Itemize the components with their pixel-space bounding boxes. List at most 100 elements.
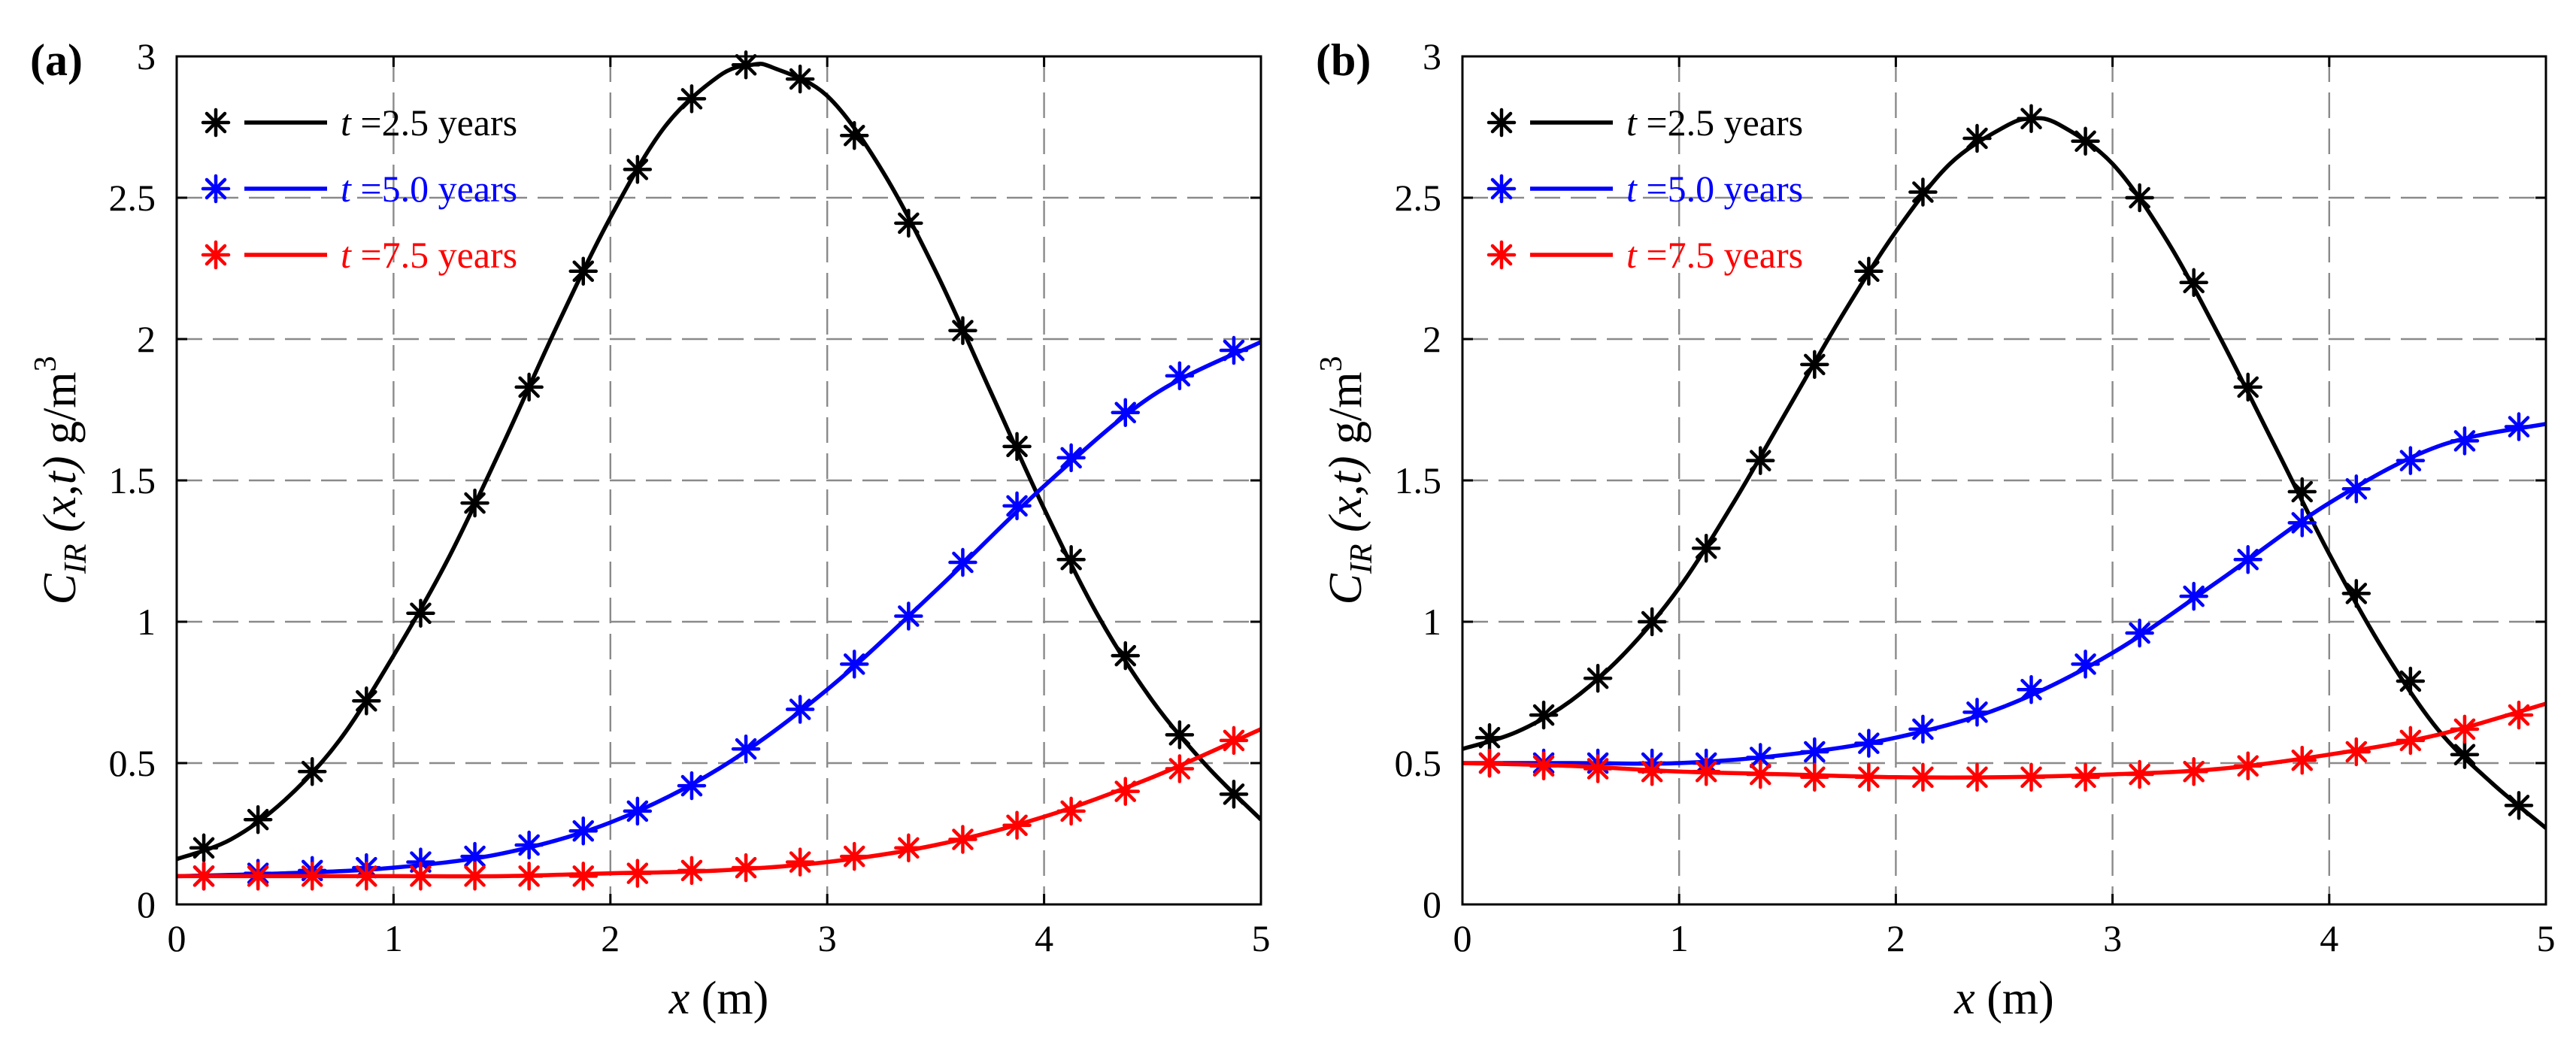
legend-marker bbox=[1487, 108, 1517, 138]
x-axis-title: x (m) bbox=[668, 973, 769, 1024]
data-point bbox=[1529, 700, 1559, 730]
data-point bbox=[460, 488, 489, 518]
data-point bbox=[1219, 780, 1249, 809]
data-point bbox=[1474, 748, 1505, 778]
x-tick-label: 3 bbox=[2103, 917, 2122, 959]
y-axis-title: CIR (x,t) g/m3 bbox=[1314, 356, 1379, 604]
data-point bbox=[2179, 757, 2208, 786]
data-point bbox=[2504, 412, 2534, 441]
data-point bbox=[2287, 745, 2317, 775]
data-point bbox=[243, 862, 273, 891]
data-point bbox=[2179, 268, 2208, 298]
data-point bbox=[1746, 743, 1775, 772]
chart-panel-b: 0 1 2 3 4 5 0 0.5 1 1.5 2 2.5 3 t =2.5 years t =5.0 ye… bbox=[1314, 35, 2556, 1024]
legend-item-1: t =2.5 years bbox=[201, 101, 517, 144]
data-point bbox=[894, 601, 923, 631]
data-point bbox=[2071, 126, 2100, 156]
data-point bbox=[568, 256, 598, 286]
data-point bbox=[1637, 607, 1667, 637]
data-point bbox=[623, 859, 653, 888]
legend-item-3: t =7.5 years bbox=[201, 234, 517, 276]
data-point bbox=[1962, 698, 1992, 727]
series-markers-3 bbox=[189, 725, 1249, 891]
data-point bbox=[2287, 477, 2317, 507]
data-point bbox=[1746, 446, 1775, 475]
y-tick-label: 1.5 bbox=[109, 459, 156, 501]
data-point bbox=[2450, 426, 2480, 456]
y-tick-label: 0.5 bbox=[1395, 742, 1442, 784]
series-markers-1 bbox=[189, 50, 1249, 863]
x-tick-label: 2 bbox=[1887, 917, 1905, 959]
data-point bbox=[1800, 737, 1829, 767]
data-point bbox=[189, 862, 219, 891]
legend-item-1: t =2.5 years bbox=[1487, 101, 1803, 144]
panel-label: (b) bbox=[1316, 35, 1371, 85]
data-point bbox=[352, 686, 381, 716]
data-point bbox=[1800, 762, 1829, 792]
panel-label: (a) bbox=[30, 35, 83, 85]
data-point bbox=[2125, 183, 2154, 213]
data-point bbox=[948, 316, 977, 345]
chart-panel-a: 0 1 2 3 4 5 0 0.5 1 1.5 2 2.5 3 t =2.5 years t =5.0 ye… bbox=[29, 35, 1271, 1024]
x-tick-label: 0 bbox=[1453, 917, 1472, 959]
data-point bbox=[731, 853, 761, 883]
y-tick-label: 1 bbox=[137, 601, 156, 643]
data-point bbox=[2504, 791, 2534, 820]
data-point bbox=[1002, 491, 1032, 521]
legend-item-3: t =7.5 years bbox=[1487, 234, 1803, 276]
data-point bbox=[1854, 256, 1884, 286]
data-point bbox=[514, 830, 544, 860]
legend-marker bbox=[1487, 240, 1517, 270]
data-point bbox=[1111, 641, 1140, 671]
data-point bbox=[1962, 123, 1992, 153]
x-tick-label: 1 bbox=[1670, 917, 1689, 959]
data-point bbox=[1854, 728, 1884, 758]
data-point bbox=[352, 862, 381, 891]
x-tick-label: 5 bbox=[1252, 917, 1271, 959]
y-tick-label: 2.5 bbox=[1395, 177, 1442, 219]
legend-label: t =5.0 years bbox=[341, 168, 517, 210]
data-point bbox=[677, 856, 707, 886]
legend-marker bbox=[201, 240, 231, 270]
legend: t =2.5 years t =5.0 years t =7.5 years bbox=[1487, 101, 1803, 276]
data-point bbox=[460, 862, 489, 891]
data-point bbox=[406, 862, 435, 891]
data-point bbox=[2233, 372, 2262, 402]
data-point bbox=[1691, 757, 1721, 786]
legend-label: t =7.5 years bbox=[1626, 234, 1803, 276]
data-point bbox=[1219, 725, 1249, 756]
data-point bbox=[623, 155, 653, 184]
data-point bbox=[1056, 545, 1086, 574]
data-point bbox=[2341, 474, 2371, 504]
y-tick-label: 0 bbox=[137, 883, 156, 925]
data-point bbox=[840, 650, 869, 679]
legend-label: t =2.5 years bbox=[341, 101, 517, 144]
y-tick-label: 1 bbox=[1423, 601, 1441, 643]
y-tick-label: 2 bbox=[1423, 318, 1441, 360]
data-point bbox=[785, 847, 815, 877]
data-point bbox=[406, 598, 435, 628]
x-tick-label: 4 bbox=[1035, 917, 1053, 959]
x-tick-label: 1 bbox=[384, 917, 403, 959]
data-point bbox=[243, 804, 273, 835]
legend-label: t =2.5 years bbox=[1626, 101, 1803, 144]
legend: t =2.5 years t =5.0 years t =7.5 years bbox=[201, 101, 517, 276]
data-point bbox=[677, 771, 707, 801]
data-point bbox=[2017, 104, 2046, 133]
data-point bbox=[1111, 398, 1140, 428]
data-point bbox=[1474, 722, 1505, 753]
data-point bbox=[1746, 759, 1775, 789]
data-point bbox=[1529, 751, 1559, 781]
data-point bbox=[2233, 751, 2262, 781]
data-point bbox=[1583, 663, 1613, 693]
data-point bbox=[2287, 508, 2317, 538]
legend-marker bbox=[201, 174, 231, 204]
data-point bbox=[1854, 762, 1884, 792]
y-tick-label: 2 bbox=[137, 318, 156, 360]
x-tick-label: 2 bbox=[601, 917, 620, 959]
data-point bbox=[840, 121, 869, 150]
data-point bbox=[2017, 674, 2046, 704]
y-tick-label: 0 bbox=[1423, 883, 1441, 925]
y-axis-title: CIR (x,t) g/m3 bbox=[29, 356, 93, 604]
